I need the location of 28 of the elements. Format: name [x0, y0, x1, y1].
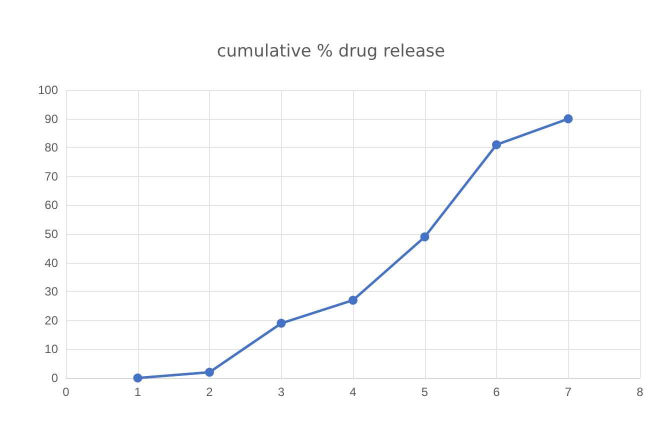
y-tick-label: 50 — [44, 227, 58, 241]
y-tick-label: 40 — [44, 256, 58, 270]
y-tick-label: 90 — [44, 112, 58, 126]
point — [420, 232, 430, 242]
point — [492, 140, 501, 150]
point — [205, 368, 214, 377]
x-tick-label: 5 — [421, 385, 428, 399]
y-tick-label: 10 — [44, 342, 58, 356]
y-tick-label: 0 — [51, 371, 58, 385]
y-tick-label: 30 — [44, 284, 58, 299]
y-tick-label: 20 — [44, 313, 58, 328]
x-tick-label: 6 — [493, 385, 500, 399]
point — [276, 318, 286, 328]
point — [348, 296, 358, 305]
x-tick-label: 2 — [206, 385, 214, 399]
x-tick-label: 0 — [62, 385, 70, 399]
chart-title: cumulative % drug release — [216, 42, 446, 62]
y-tick-label: 100 — [38, 83, 58, 97]
y-tick-label: 60 — [44, 198, 58, 212]
point — [564, 114, 573, 124]
x-tick-label: 1 — [134, 385, 142, 399]
x-tick-label: 7 — [564, 385, 572, 399]
point — [133, 374, 142, 382]
x-tick-label: 8 — [636, 385, 644, 399]
y-tick-label: 70 — [44, 169, 58, 184]
y-tick-label: 80 — [44, 140, 58, 155]
x-tick-label: 4 — [350, 385, 357, 399]
x-tick-label: 3 — [278, 385, 285, 399]
